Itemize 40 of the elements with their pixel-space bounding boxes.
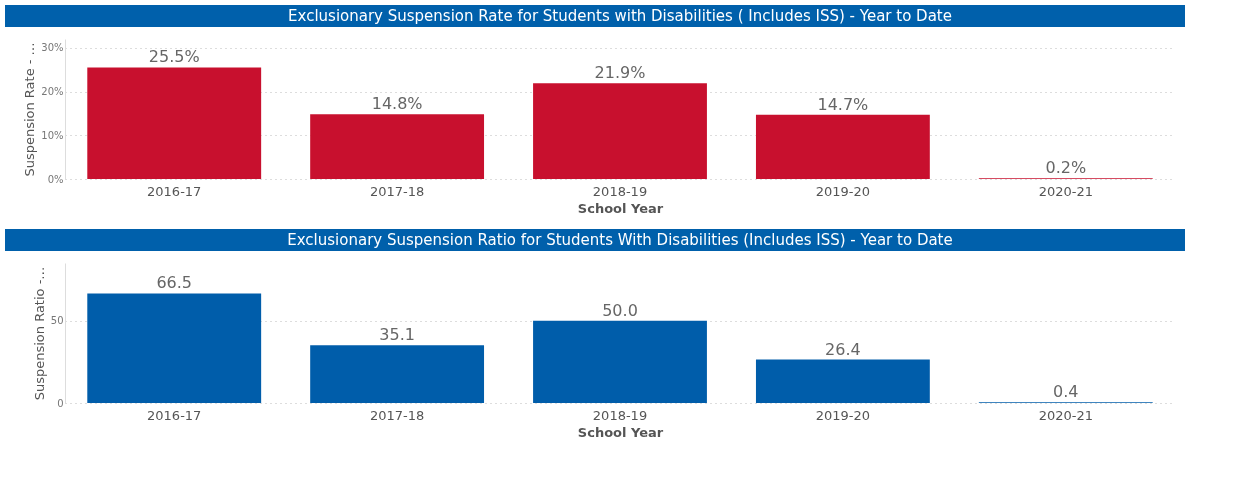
bar	[533, 320, 707, 403]
data-label: 14.8%	[371, 94, 423, 114]
x-tick-label: 2017-18	[369, 407, 425, 423]
x-tick-label: 2019-20	[815, 407, 871, 423]
y-axis-title: Suspension Rate - …	[22, 42, 38, 177]
x-tick-label: 2020-21	[1038, 183, 1093, 199]
x-tick-label: 2016-17	[147, 407, 202, 423]
y-tick-label: 10%	[41, 129, 64, 141]
x-axis-title: School Year	[577, 424, 664, 440]
bar	[310, 345, 485, 403]
x-tick-label: 2020-21	[1038, 407, 1093, 423]
data-label: 26.4	[825, 339, 861, 359]
x-tick-label: 2019-20	[815, 183, 871, 199]
data-label: 35.1	[379, 325, 415, 345]
bar	[755, 114, 930, 179]
chart-title: Exclusionary Suspension Ratio for Students With Disabilities (Includes ISS) - Year to Date	[287, 231, 953, 249]
x-tick-label: 2017-18	[369, 183, 425, 199]
bar	[533, 83, 707, 179]
bar	[87, 67, 262, 179]
chart-title: Exclusionary Suspension Rate for Students with Disabilities ( Includes ISS) - Year to Date	[288, 7, 952, 25]
x-tick-label: 2016-17	[147, 183, 202, 199]
data-label: 25.5%	[148, 47, 200, 67]
y-tick-label: 0	[57, 397, 64, 409]
data-label: 14.7%	[817, 94, 869, 114]
data-label: 21.9%	[594, 63, 646, 83]
x-axis-title: School Year	[577, 200, 664, 216]
y-tick-label: 30%	[41, 42, 64, 54]
bar	[87, 293, 262, 403]
data-label: 66.5	[156, 273, 193, 293]
bar	[755, 359, 930, 403]
x-tick-label: 2018-19	[592, 183, 648, 199]
data-label: 0.2%	[1045, 158, 1087, 178]
y-tick-label: 0%	[47, 173, 64, 185]
y-tick-label: 50	[50, 315, 64, 327]
y-axis-title: Suspension Ratio -…	[31, 266, 47, 401]
bar	[310, 114, 485, 179]
x-tick-label: 2018-19	[592, 407, 648, 423]
y-tick-label: 20%	[41, 86, 64, 97]
data-label: 0.4	[1053, 382, 1079, 402]
data-label: 50.0	[602, 300, 638, 320]
